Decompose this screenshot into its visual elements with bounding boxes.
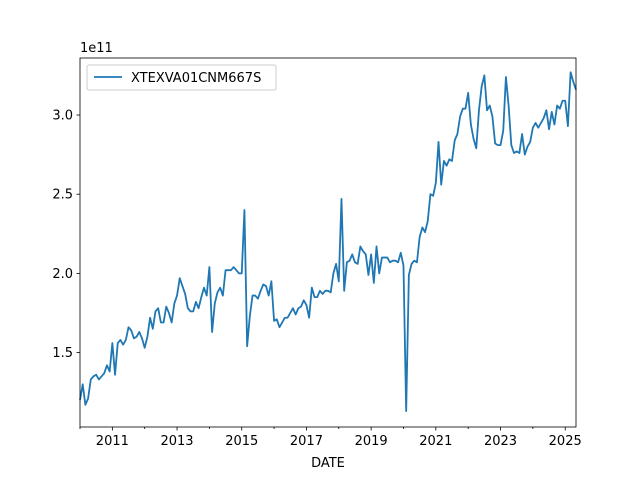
x-tick-label: 2017 bbox=[290, 434, 323, 449]
y-tick-label: 1.5 bbox=[52, 346, 73, 361]
plot-area bbox=[79, 71, 577, 413]
x-tick-label: 2015 bbox=[225, 434, 258, 449]
series-line-0 bbox=[79, 71, 577, 413]
y-tick-label: 3.0 bbox=[52, 109, 73, 124]
legend: XTEXVA01CNM667S bbox=[86, 64, 277, 91]
x-tick-label: 2019 bbox=[355, 434, 388, 449]
x-tick-label: 2025 bbox=[549, 434, 582, 449]
x-tick-label: 2011 bbox=[96, 434, 129, 449]
x-tick-label: 2023 bbox=[484, 434, 517, 449]
x-axis-label: DATE bbox=[311, 456, 345, 471]
x-tick-label: 2021 bbox=[419, 434, 452, 449]
x-axis-ticks: 2011 2013 2015 2017 2019 2021 2023 2025 bbox=[79, 427, 582, 449]
y-axis-ticks: 1.5 2.0 2.5 3.0 bbox=[52, 109, 80, 361]
x-tick-label: 2013 bbox=[160, 434, 193, 449]
legend-box bbox=[86, 64, 277, 91]
y-offset-label: 1e11 bbox=[80, 41, 113, 56]
axes-frame bbox=[79, 57, 577, 428]
y-tick-label: 2.0 bbox=[52, 267, 73, 282]
y-tick-label: 2.5 bbox=[52, 188, 73, 203]
legend-label: XTEXVA01CNM667S bbox=[131, 71, 261, 86]
